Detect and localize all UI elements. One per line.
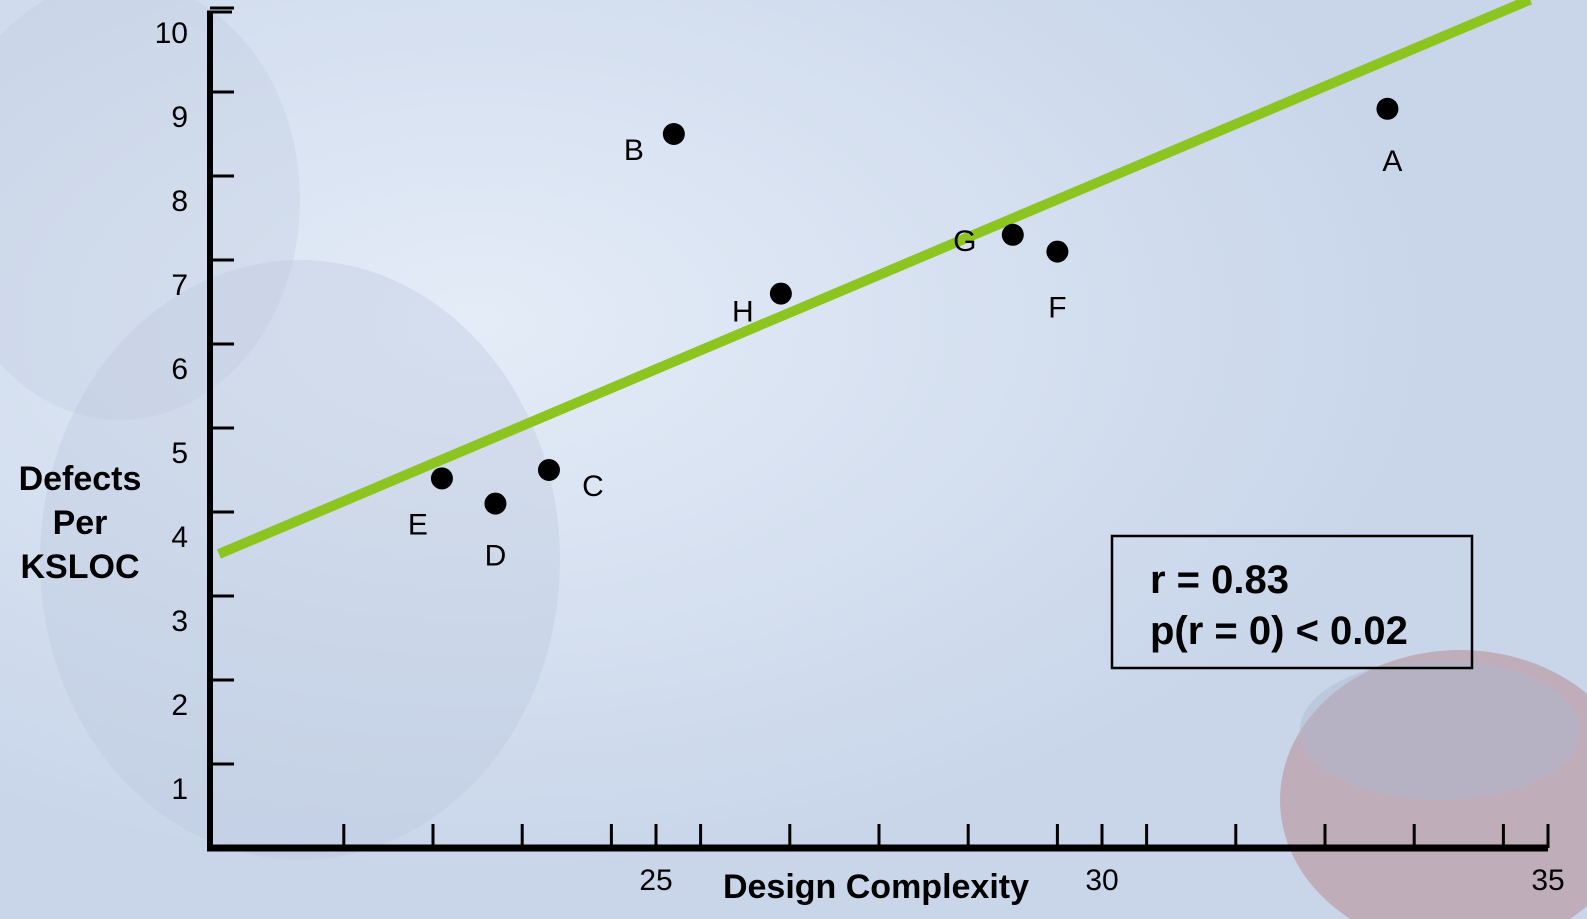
background-blob — [0, 0, 300, 420]
y-tick-label: 2 — [171, 689, 188, 722]
y-tick-label: 5 — [171, 437, 188, 470]
y-tick-label: 6 — [171, 353, 188, 386]
y-axis-title-line: KSLOC — [21, 548, 140, 586]
point-label-a: A — [1382, 145, 1402, 178]
y-tick-label: 4 — [171, 521, 188, 554]
trend-line — [216, 0, 1533, 559]
point-label-d: D — [485, 540, 507, 573]
y-tick-label: 1 — [171, 773, 188, 806]
correlation-value: r = 0.83 — [1150, 558, 1289, 602]
x-tick-label: 25 — [639, 864, 672, 897]
data-point-e — [430, 467, 453, 490]
data-point-g — [1001, 223, 1024, 246]
point-label-g: G — [953, 225, 976, 258]
data-point-h — [769, 282, 792, 305]
point-label-b: B — [624, 134, 644, 167]
ticks: 1 2 3 4 5 6 7 8 9 10 25 30 35 — [155, 6, 1565, 897]
p-value: p(r = 0) < 0.02 — [1150, 609, 1408, 653]
background-globe — [1280, 650, 1587, 919]
background-ripple — [1300, 660, 1580, 800]
labels-layer: A B C D E F G H Design Complexity Defects Per KSLOC — [19, 134, 1403, 906]
y-axis-title-line: Defects — [19, 460, 142, 498]
data-point-b — [662, 123, 685, 145]
y-tick-label: 8 — [171, 185, 188, 218]
data-point-c — [537, 459, 560, 481]
point-label-f: F — [1048, 292, 1066, 325]
y-axis-title-line: Per — [53, 504, 108, 542]
y-tick-label: 9 — [171, 101, 188, 134]
data-point-a — [1376, 97, 1399, 120]
data-point-f — [1046, 240, 1069, 263]
stats-box: r = 0.83 p(r = 0) < 0.02 — [1110, 534, 1474, 670]
point-label-h: H — [732, 296, 754, 329]
x-axis-title: Design Complexity — [723, 868, 1029, 906]
y-tick-label: 10 — [155, 17, 188, 50]
point-label-c: C — [582, 470, 604, 503]
trend-line-layer — [216, 0, 1533, 559]
background-blob — [40, 260, 560, 860]
data-point-d — [484, 492, 507, 515]
y-tick-label: 3 — [171, 605, 188, 638]
x-tick-label: 30 — [1085, 864, 1118, 897]
y-tick-label: 7 — [171, 269, 188, 302]
stats-box-border — [1110, 534, 1474, 670]
x-tick-label: 35 — [1531, 864, 1564, 897]
point-label-e: E — [408, 508, 428, 541]
points-layer — [430, 97, 1399, 515]
